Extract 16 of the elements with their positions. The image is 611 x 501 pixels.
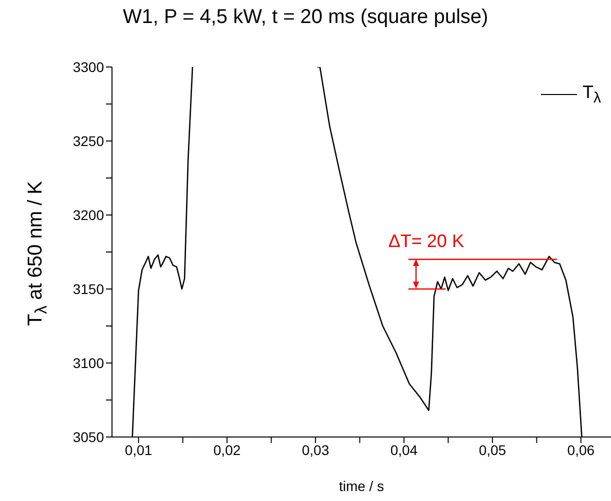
x-axis-title: time / s: [338, 478, 386, 494]
x-tick-label: 0,06: [567, 442, 595, 458]
y-tick-label: 3050: [72, 428, 104, 445]
x-tick-label: 0,03: [302, 442, 330, 458]
y-tick-label: 3250: [72, 132, 104, 149]
x-tick-label: 0,04: [390, 442, 418, 458]
x-tick-label: 0,02: [213, 442, 241, 458]
x-tick-label: 0,05: [478, 442, 506, 458]
y-tick-label: 3300: [72, 58, 104, 75]
x-tick-label: 0,01: [124, 442, 152, 458]
legend-label: T$_{λ}$: [582, 82, 601, 107]
y-tick-label: 3200: [72, 206, 104, 223]
chart-title: W1, P = 4,5 kW, t = 20 ms (square pulse): [122, 6, 490, 29]
y-tick-label: 3150: [72, 280, 104, 297]
y-tick-label: 3100: [72, 354, 104, 371]
annotation: ΔT= 20 K: [388, 231, 464, 252]
